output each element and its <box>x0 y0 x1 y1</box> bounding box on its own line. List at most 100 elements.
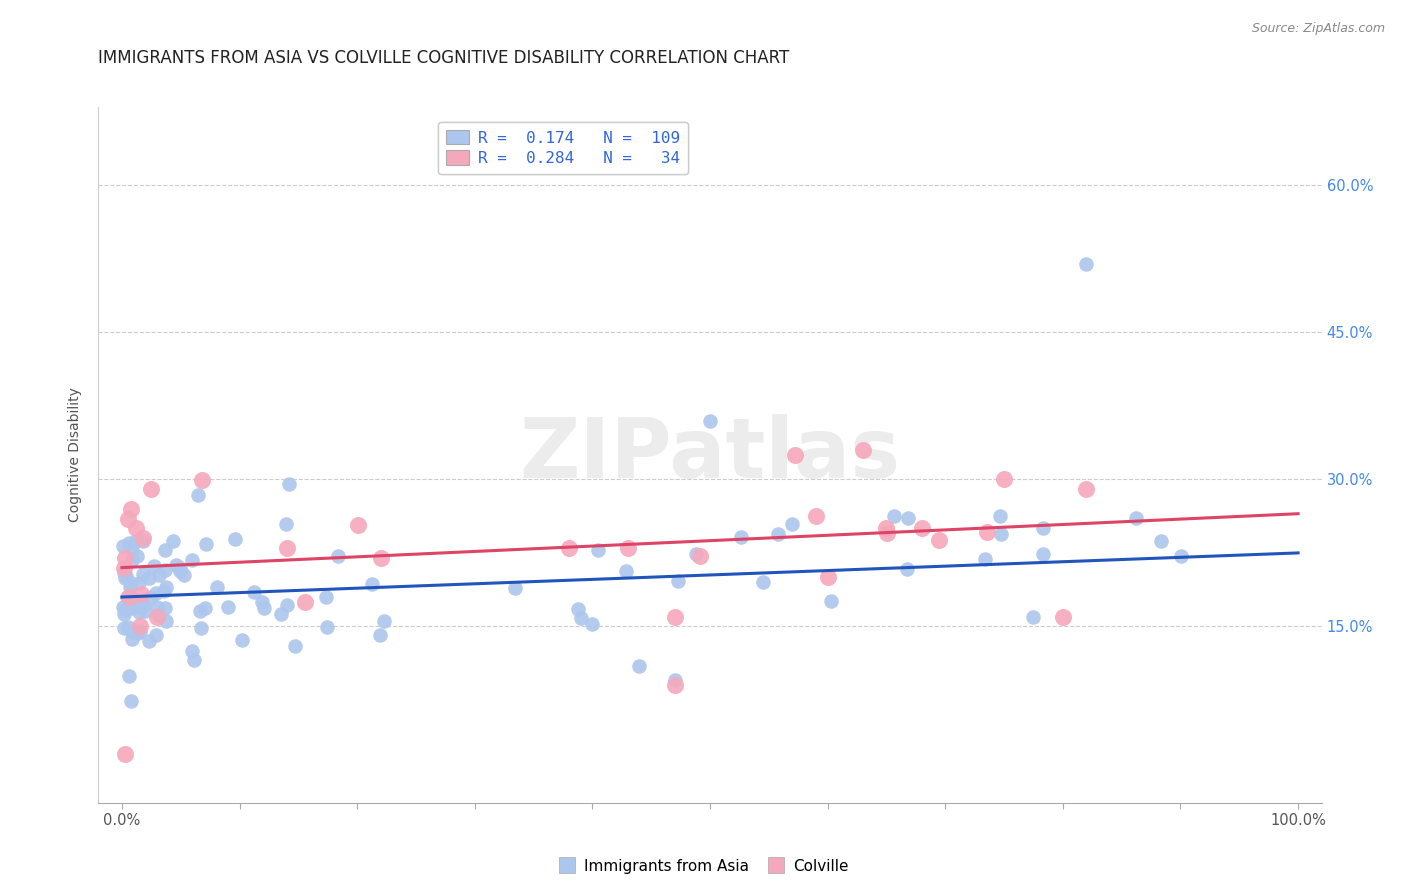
Point <box>128 619 150 633</box>
Point <box>664 673 686 688</box>
Point <box>188 604 211 618</box>
Point <box>347 518 370 533</box>
Point <box>162 533 184 548</box>
Point <box>897 511 920 525</box>
Point <box>122 601 145 615</box>
Point <box>294 595 316 609</box>
Point <box>128 576 150 591</box>
Point <box>153 563 176 577</box>
Point <box>315 591 337 605</box>
Point <box>118 580 141 594</box>
Point <box>616 541 638 555</box>
Point <box>114 747 136 761</box>
Point <box>181 553 204 567</box>
Legend: Immigrants from Asia, Colville: Immigrants from Asia, Colville <box>551 853 855 880</box>
Point <box>141 482 163 496</box>
Point <box>145 585 167 599</box>
Point <box>146 600 169 615</box>
Point <box>276 516 298 531</box>
Point <box>112 560 135 574</box>
Point <box>129 596 152 610</box>
Point <box>118 536 141 550</box>
Point <box>990 509 1012 524</box>
Point <box>191 474 214 488</box>
Point <box>132 534 155 549</box>
Point <box>112 600 135 615</box>
Point <box>127 626 149 640</box>
Point <box>165 558 187 572</box>
Point <box>125 624 148 639</box>
Point <box>783 448 806 462</box>
Point <box>875 521 897 535</box>
Point <box>586 543 609 558</box>
Point <box>664 609 686 624</box>
Point <box>114 571 136 585</box>
Point <box>169 561 191 575</box>
Point <box>118 590 141 604</box>
Y-axis label: Cognitive Disability: Cognitive Disability <box>69 387 83 523</box>
Point <box>1076 257 1098 271</box>
Point <box>190 621 212 635</box>
Point <box>368 628 391 642</box>
Point <box>276 541 298 555</box>
Point <box>194 600 217 615</box>
Point <box>145 627 167 641</box>
Point <box>1021 609 1043 624</box>
Point <box>896 562 918 576</box>
Point <box>1076 482 1098 496</box>
Point <box>112 539 135 553</box>
Point <box>270 607 292 621</box>
Point <box>976 524 998 539</box>
Point <box>817 570 839 584</box>
Point <box>883 509 905 524</box>
Point <box>993 472 1015 486</box>
Point <box>114 602 136 616</box>
Point <box>138 571 160 585</box>
Point <box>155 580 177 594</box>
Point <box>766 527 789 541</box>
Point <box>730 530 752 544</box>
Point <box>155 614 177 628</box>
Point <box>131 567 153 582</box>
Point <box>316 620 339 634</box>
Point <box>132 598 155 612</box>
Point <box>127 549 149 563</box>
Point <box>121 553 143 567</box>
Point <box>820 593 842 607</box>
Point <box>277 476 299 491</box>
Point <box>751 575 773 590</box>
Point <box>250 595 273 609</box>
Point <box>112 566 135 580</box>
Point <box>121 632 143 646</box>
Point <box>115 590 138 604</box>
Point <box>120 501 142 516</box>
Point <box>689 549 711 563</box>
Point <box>1125 511 1147 525</box>
Point <box>125 534 148 549</box>
Point <box>852 443 875 458</box>
Point <box>361 577 384 591</box>
Text: Source: ZipAtlas.com: Source: ZipAtlas.com <box>1251 22 1385 36</box>
Point <box>252 601 274 615</box>
Legend: R =  0.174   N =  109, R =  0.284   N =   34: R = 0.174 N = 109, R = 0.284 N = 34 <box>439 122 689 174</box>
Point <box>128 605 150 619</box>
Point <box>503 581 526 595</box>
Point <box>120 694 142 708</box>
Point <box>1032 521 1054 535</box>
Point <box>569 610 592 624</box>
Text: IMMIGRANTS FROM ASIA VS COLVILLE COGNITIVE DISABILITY CORRELATION CHART: IMMIGRANTS FROM ASIA VS COLVILLE COGNITI… <box>98 49 790 67</box>
Text: ZIPatlas: ZIPatlas <box>520 415 900 495</box>
Point <box>370 550 392 565</box>
Point <box>224 532 246 546</box>
Point <box>187 488 209 502</box>
Point <box>911 521 934 535</box>
Point <box>664 678 686 692</box>
Point <box>685 548 707 562</box>
Point <box>117 511 139 525</box>
Point <box>243 584 266 599</box>
Point <box>173 568 195 582</box>
Point <box>129 587 152 601</box>
Point <box>115 569 138 583</box>
Point <box>217 600 239 615</box>
Point <box>180 644 202 658</box>
